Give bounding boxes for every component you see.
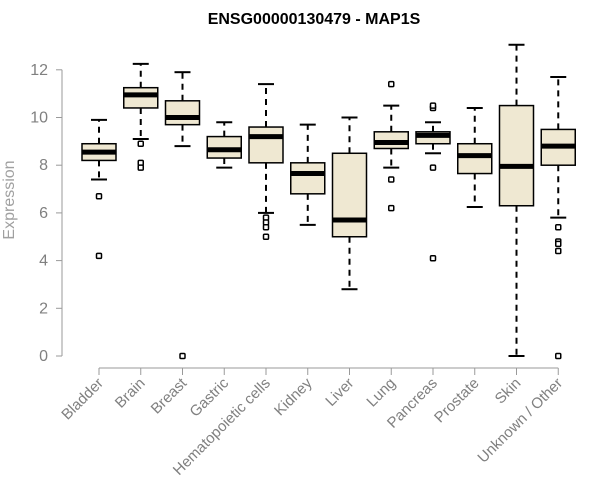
y-tick-label: 12 <box>30 62 48 79</box>
box-group <box>123 62 159 171</box>
x-tick-label: Kidney <box>271 374 316 419</box>
box-group <box>248 83 284 240</box>
chart-title: ENSG00000130479 - MAP1S <box>208 11 421 28</box>
box-group <box>457 106 493 208</box>
outlier-point <box>555 223 562 231</box>
outlier-point <box>95 252 103 260</box>
outlier-point <box>555 247 562 255</box>
outlier-point <box>555 240 562 248</box>
box-group <box>164 71 201 360</box>
box-iqr <box>164 100 201 126</box>
box-group <box>373 80 409 212</box>
y-axis-title: Expression <box>1 160 18 239</box>
box-group <box>498 43 535 357</box>
x-tick-label: Brain <box>112 375 149 412</box>
y-tick-label: 10 <box>30 110 48 127</box>
x-tick-label: Prostate <box>431 375 483 427</box>
outlier-point <box>137 140 144 147</box>
box-group <box>206 121 242 169</box>
outlier-point <box>137 164 144 171</box>
outlier-point <box>262 233 270 240</box>
x-tick-label: Breast <box>148 374 191 417</box>
outlier-point <box>429 254 437 262</box>
x-tick-label: Lung <box>363 375 399 411</box>
outlier-point <box>388 204 395 212</box>
outlier-point <box>179 352 186 360</box>
outlier-point <box>95 192 103 200</box>
y-tick-label: 4 <box>39 253 48 270</box>
box-iqr <box>331 152 368 238</box>
x-tick-label: Liver <box>322 375 357 410</box>
y-tick-label: 8 <box>39 157 48 174</box>
outlier-point <box>388 80 395 88</box>
box-group <box>290 123 326 226</box>
x-tick-label: Skin <box>492 375 525 408</box>
box-group <box>540 75 576 360</box>
box-group <box>331 116 368 291</box>
box-group <box>81 118 117 260</box>
outlier-point <box>429 102 437 109</box>
box-series <box>81 43 576 360</box>
box-iqr <box>123 86 159 109</box>
y-axis: 0 2 4 6 8 10 12 <box>30 62 63 365</box>
outlier-point <box>262 223 270 231</box>
box-group <box>415 102 451 262</box>
box-iqr <box>457 142 493 175</box>
outlier-point <box>388 176 395 183</box>
y-tick-label: 2 <box>39 300 48 317</box>
box-iqr <box>290 162 326 195</box>
box-iqr <box>248 126 284 164</box>
y-tick-label: 6 <box>39 205 48 222</box>
x-tick-label: Bladder <box>58 375 107 424</box>
y-tick-label: 0 <box>39 348 48 365</box>
outlier-point <box>429 164 437 171</box>
box-iqr <box>498 104 535 207</box>
outlier-point <box>555 352 562 360</box>
